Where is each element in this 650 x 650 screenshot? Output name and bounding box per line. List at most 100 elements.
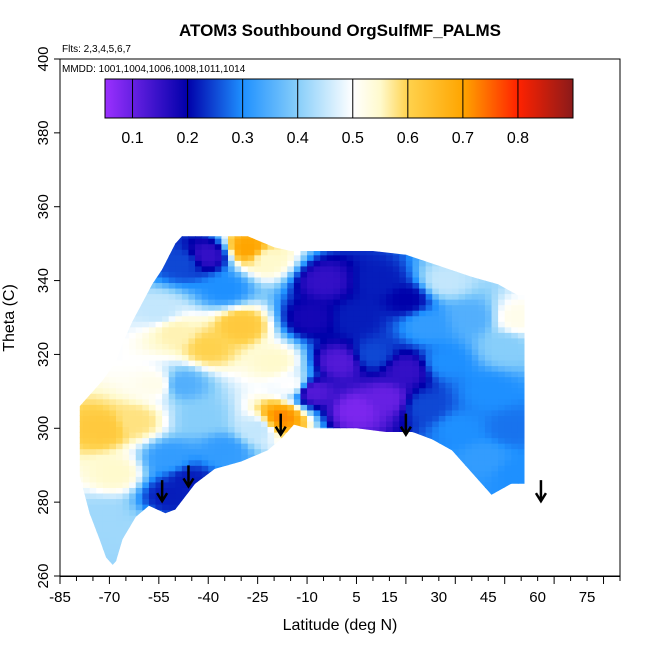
heatmap-cell — [419, 531, 427, 538]
heatmap-cell — [287, 476, 295, 483]
heatmap-cell — [511, 276, 519, 284]
heatmap-cell — [221, 221, 228, 227]
heatmap-cell — [333, 454, 341, 461]
heatmap-cell — [162, 343, 170, 350]
heatmap-cell — [353, 470, 361, 477]
heatmap-cell — [168, 498, 176, 505]
heatmap-cell — [195, 531, 203, 538]
heatmap-cell — [79, 243, 84, 250]
heatmap-cell — [168, 337, 176, 344]
heatmap-cell — [181, 481, 190, 488]
heatmap-cell — [168, 299, 176, 306]
heatmap-cell — [293, 476, 302, 483]
heatmap-cell — [235, 221, 242, 227]
heatmap-cell — [333, 337, 341, 344]
heatmap-cell — [135, 431, 143, 439]
heatmap-cell — [372, 454, 381, 461]
heatmap-cell — [511, 260, 519, 267]
heatmap-cell — [195, 249, 203, 256]
heatmap-cell — [181, 398, 190, 405]
heatmap-cell — [465, 315, 473, 322]
heatmap-cell — [491, 526, 499, 533]
heatmap-cell — [195, 448, 203, 455]
heatmap-cell — [465, 287, 473, 295]
heatmap-cell — [366, 276, 374, 284]
heatmap-cell — [162, 315, 170, 322]
heatmap-cell — [326, 498, 335, 505]
heatmap-cell — [307, 559, 315, 565]
heatmap-cell — [274, 487, 282, 494]
heatmap-cell — [511, 287, 519, 295]
heatmap-cell — [96, 271, 104, 278]
heatmap-cell — [241, 548, 249, 555]
heatmap-cell — [293, 404, 302, 411]
heatmap-cell — [458, 365, 466, 372]
heatmap-cell — [399, 321, 407, 328]
heatmap-cell — [498, 243, 506, 250]
heatmap-cell — [392, 249, 400, 256]
heatmap-cell — [320, 420, 328, 428]
heatmap-cell — [162, 348, 170, 356]
heatmap-cell — [471, 437, 479, 444]
heatmap-cell — [247, 276, 255, 284]
heatmap-cell — [498, 420, 506, 428]
heatmap-cell — [142, 476, 150, 483]
heatmap-cell — [478, 315, 486, 322]
heatmap-cell — [208, 238, 216, 245]
heatmap-cell — [346, 537, 354, 544]
heatmap-cell — [254, 415, 262, 422]
heatmap-cell — [372, 376, 381, 383]
heatmap-cell — [122, 376, 130, 383]
heatmap-cell — [247, 326, 255, 333]
heatmap-cell — [327, 227, 334, 233]
heatmap-cell — [491, 487, 499, 494]
heatmap-cell — [307, 409, 315, 416]
heatmap-cell — [247, 459, 255, 466]
heatmap-cell — [353, 542, 361, 549]
heatmap-cell — [386, 332, 394, 339]
heatmap-cell — [504, 431, 512, 439]
heatmap-cell — [241, 293, 249, 300]
heatmap-cell — [517, 431, 525, 439]
heatmap-cell — [129, 359, 137, 367]
heatmap-cell — [274, 465, 282, 472]
heatmap-cell — [445, 515, 453, 522]
heatmap-cell — [175, 420, 183, 428]
heatmap-cell — [531, 349, 538, 355]
heatmap-cell — [340, 426, 348, 433]
heatmap-cell — [491, 365, 499, 372]
heatmap-cell — [214, 304, 223, 311]
heatmap-cell — [168, 443, 176, 450]
heatmap-cell — [195, 503, 203, 511]
heatmap-cell — [109, 404, 117, 411]
heatmap-cell — [96, 415, 104, 422]
heatmap-cell — [333, 487, 341, 494]
heatmap-cell — [524, 515, 525, 522]
heatmap-cell — [267, 476, 275, 483]
heatmap-cell — [386, 337, 394, 344]
heatmap-cell — [366, 548, 374, 555]
heatmap-cell — [70, 515, 77, 521]
heatmap-cell — [188, 382, 196, 389]
heatmap-cell — [102, 537, 111, 544]
heatmap-cell — [89, 382, 97, 389]
heatmap-cell — [181, 260, 190, 267]
heatmap-cell — [452, 393, 460, 400]
heatmap-cell — [498, 282, 506, 289]
heatmap-cell — [333, 498, 341, 505]
heatmap-cell — [221, 404, 229, 411]
heatmap-cell — [228, 376, 236, 383]
heatmap-cell — [116, 376, 124, 383]
heatmap-cell — [491, 415, 499, 422]
x-tick-label: 30 — [430, 589, 447, 606]
heatmap-cell — [531, 415, 538, 421]
heatmap-cell — [287, 443, 295, 450]
heatmap-cell — [89, 354, 97, 361]
heatmap-cell — [386, 515, 394, 522]
heatmap-cell — [228, 409, 236, 416]
heatmap-cell — [148, 426, 157, 433]
heatmap-cell — [366, 376, 374, 383]
heatmap-cell — [155, 326, 163, 333]
heatmap-cell — [419, 420, 427, 428]
heatmap-cell — [524, 293, 525, 300]
